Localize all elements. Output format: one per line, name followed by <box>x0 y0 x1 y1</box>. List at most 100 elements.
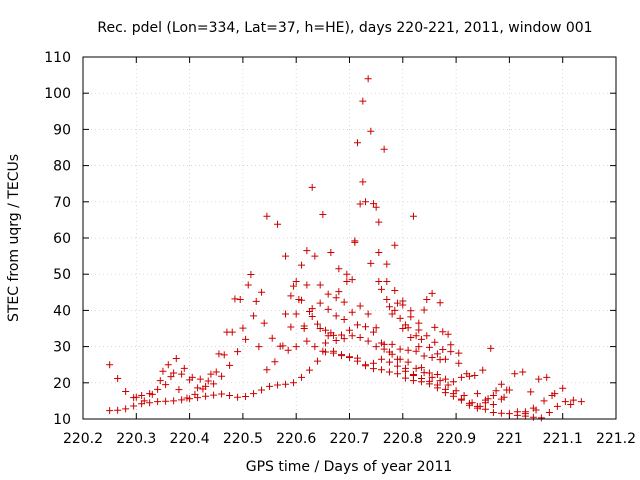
data-point <box>481 396 489 404</box>
data-point <box>513 408 521 416</box>
data-point <box>332 312 340 320</box>
data-point <box>322 339 330 347</box>
data-point <box>138 391 146 399</box>
data-point <box>417 364 425 372</box>
data-point <box>260 319 268 327</box>
data-point <box>404 358 412 366</box>
data-point <box>439 328 447 336</box>
data-point <box>223 328 231 336</box>
data-point <box>423 332 431 340</box>
data-point <box>391 241 399 249</box>
data-point <box>271 358 279 366</box>
data-point <box>377 355 385 363</box>
data-point <box>447 341 455 349</box>
data-point <box>455 349 463 357</box>
data-point <box>367 127 375 135</box>
data-point <box>375 277 383 285</box>
plot-frame <box>82 56 617 420</box>
data-point <box>292 343 300 351</box>
data-point <box>164 361 172 369</box>
data-point <box>287 323 295 331</box>
data-point <box>444 381 452 389</box>
data-point <box>338 352 346 360</box>
data-point <box>439 345 447 353</box>
x-axis-label: GPS time / Days of year 2011 <box>246 459 453 475</box>
data-point <box>497 409 505 417</box>
data-point <box>407 334 415 342</box>
data-point <box>295 296 303 304</box>
y-tick-label: 80 <box>53 159 71 175</box>
data-point <box>191 390 199 398</box>
data-point <box>497 380 505 388</box>
data-point <box>372 343 380 351</box>
data-point <box>330 349 338 357</box>
data-point <box>364 75 372 83</box>
data-point <box>353 321 361 329</box>
data-point <box>308 183 316 191</box>
data-point <box>388 340 396 348</box>
data-point <box>476 402 484 410</box>
data-point <box>375 218 383 226</box>
data-point <box>284 346 292 354</box>
data-point <box>250 312 258 320</box>
data-point <box>340 335 348 343</box>
data-point <box>332 294 340 302</box>
data-point <box>311 252 319 260</box>
data-point <box>412 364 420 372</box>
data-point <box>226 361 234 369</box>
data-point <box>106 361 114 369</box>
data-point <box>178 396 186 404</box>
data-point <box>553 402 561 410</box>
data-point <box>361 323 369 331</box>
data-point <box>303 337 311 345</box>
data-point <box>343 277 351 285</box>
data-point <box>391 286 399 294</box>
data-point <box>306 366 314 374</box>
data-point <box>236 296 244 304</box>
data-point <box>210 380 218 388</box>
data-point <box>409 372 417 380</box>
data-point <box>188 373 196 381</box>
data-point <box>311 343 319 351</box>
x-tick-labels: 220.2 220.3 220.4 220.5 220.6 220.7 220.8 220.9… <box>63 431 636 447</box>
data-point <box>417 374 425 382</box>
data-point <box>431 338 439 346</box>
data-point <box>428 373 436 381</box>
x-tick-label: 220.8 <box>383 431 423 447</box>
data-point <box>492 387 500 395</box>
data-point <box>457 395 465 403</box>
data-point <box>356 334 364 342</box>
data-point <box>425 343 433 351</box>
y-tick-label: 20 <box>53 376 71 392</box>
data-point <box>404 346 412 354</box>
x-tick-label: 220.2 <box>63 431 103 447</box>
data-point <box>385 303 393 311</box>
data-point <box>359 97 367 105</box>
data-point <box>242 393 250 401</box>
data-point <box>385 358 393 366</box>
data-point <box>226 391 234 399</box>
y-axis-label: STEC from uqrg / TECUs <box>6 154 22 322</box>
data-point <box>314 320 322 328</box>
data-point <box>505 410 513 418</box>
data-point <box>455 359 463 367</box>
data-point <box>274 381 282 389</box>
data-point <box>383 296 391 304</box>
data-point <box>146 399 154 407</box>
data-point <box>543 373 551 381</box>
data-point <box>436 299 444 307</box>
data-point <box>372 324 380 332</box>
y-tick-label: 10 <box>53 412 71 428</box>
data-point <box>255 343 263 351</box>
data-point <box>218 390 226 398</box>
data-point <box>204 377 212 385</box>
data-point <box>511 370 519 378</box>
data-point <box>290 379 298 387</box>
data-point <box>473 390 481 398</box>
data-point <box>415 343 423 351</box>
data-point <box>170 397 178 405</box>
data-point <box>162 381 170 389</box>
data-point <box>385 368 393 376</box>
x-tick-label: 220.7 <box>329 431 369 447</box>
data-point <box>537 414 545 422</box>
